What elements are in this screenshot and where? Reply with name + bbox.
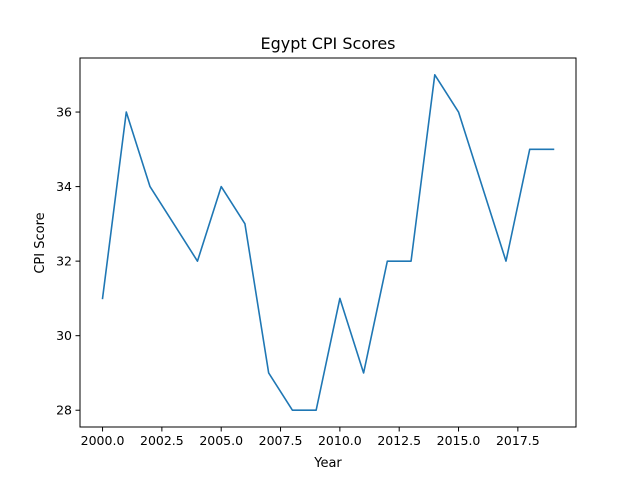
y-tick-label: 30 xyxy=(56,328,72,343)
x-tick-label: 2002.5 xyxy=(140,433,184,448)
x-axis-label: Year xyxy=(313,456,342,471)
y-axis-ticks: 28 30 32 34 36 xyxy=(56,105,80,418)
x-tick-label: 2005.0 xyxy=(199,433,243,448)
x-tick-label: 2012.5 xyxy=(377,433,421,448)
y-tick-label: 34 xyxy=(56,179,72,194)
y-tick-label: 32 xyxy=(56,254,72,269)
x-axis-ticks: 2000.0 2002.5 2005.0 2007.5 2010.0 2012.5 2015… xyxy=(81,427,540,448)
x-tick-label: 2010.0 xyxy=(318,433,362,448)
x-tick-label: 2007.5 xyxy=(259,433,303,448)
axes-frame xyxy=(79,57,577,428)
x-tick-label: 2015.0 xyxy=(437,433,481,448)
chart-title: Egypt CPI Scores xyxy=(260,34,395,53)
y-tick-label: 36 xyxy=(56,105,72,120)
plot-area xyxy=(79,57,577,428)
data-line xyxy=(101,73,555,412)
y-tick-label: 28 xyxy=(56,403,72,418)
x-tick-label: 2000.0 xyxy=(81,433,125,448)
x-tick-label: 2017.5 xyxy=(496,433,540,448)
y-axis-label: CPI Score xyxy=(33,212,48,273)
